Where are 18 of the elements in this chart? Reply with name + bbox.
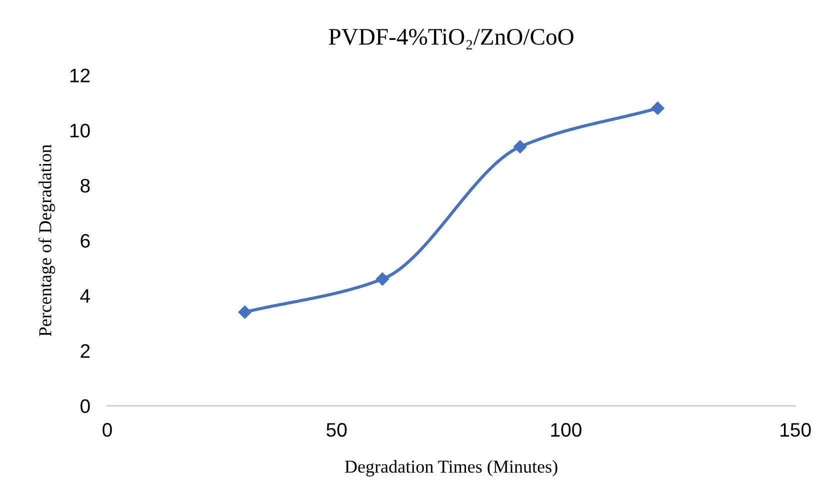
- point: [238, 306, 252, 319]
- y-tick-label: 4: [80, 289, 90, 303]
- y-tick-label: 8: [80, 178, 90, 193]
- x-axis-title: Degradation Times (Minutes): [344, 460, 558, 476]
- y-tick-label: 12: [70, 68, 90, 82]
- point: [513, 140, 527, 154]
- y-tick-label: 10: [70, 124, 90, 138]
- y-axis-title: Percentage of Degradation: [38, 144, 56, 336]
- y-tick-label: 2: [80, 344, 90, 358]
- x-tick-label: 0: [102, 422, 112, 437]
- x-tick-label: 150: [780, 422, 811, 437]
- y-tick-label: 6: [80, 234, 90, 248]
- chart-title: PVDF-4%TiO₂/ZnO/CoO: [328, 28, 574, 50]
- y-tick-label: 0: [80, 399, 90, 414]
- point: [376, 272, 390, 286]
- point: [651, 102, 664, 115]
- x-tick-label: 100: [551, 422, 582, 437]
- x-tick-label: 50: [326, 422, 347, 437]
